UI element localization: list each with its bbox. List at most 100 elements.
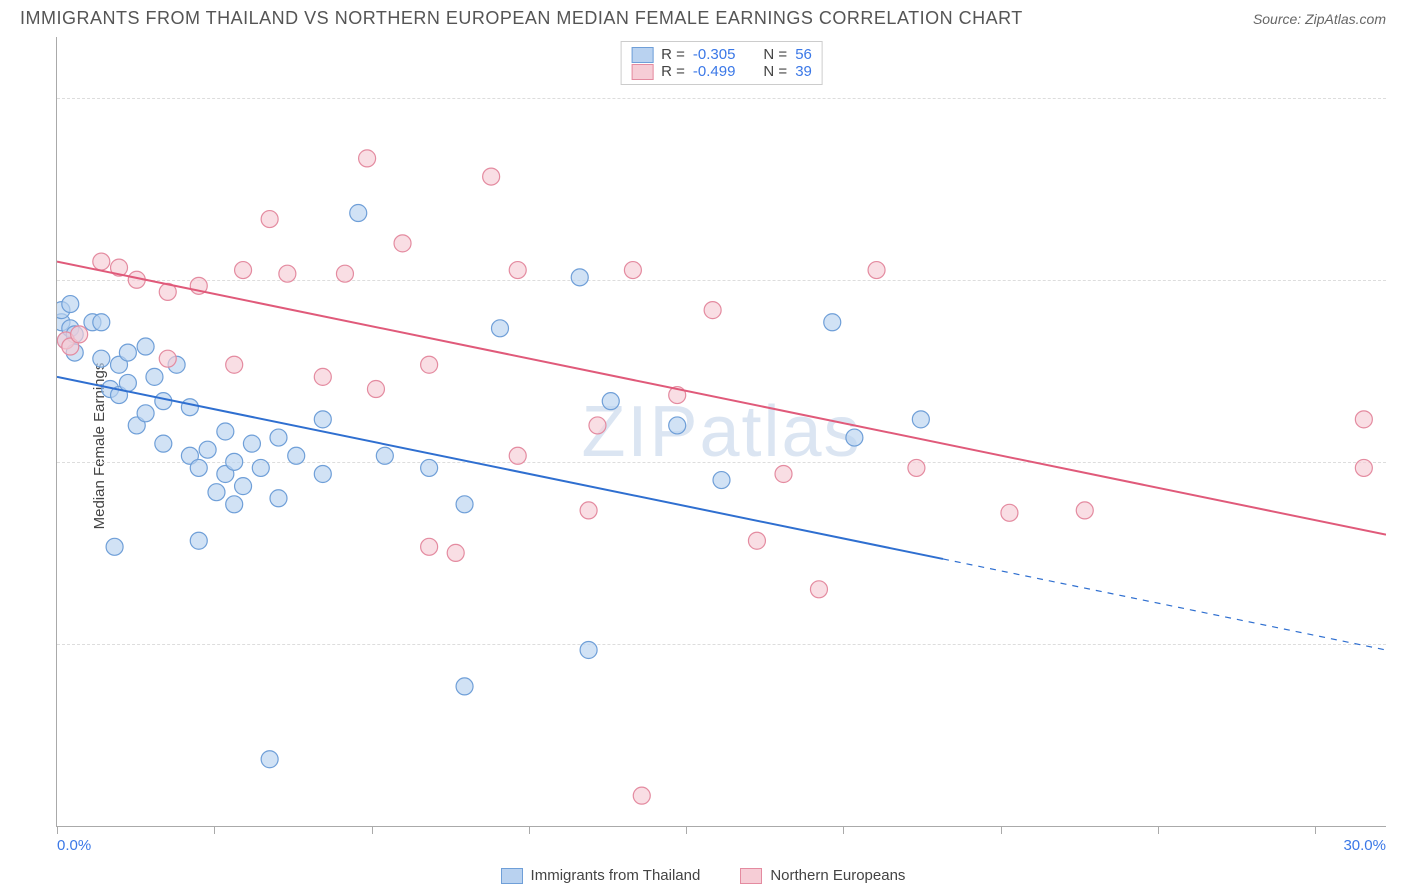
- legend-correlation-row: R =-0.499N =39: [631, 63, 812, 80]
- x-tick: [529, 826, 530, 834]
- data-point: [602, 393, 619, 410]
- data-point: [137, 405, 154, 422]
- legend-series-label: Northern Europeans: [770, 867, 905, 884]
- y-tick-label: $30,000: [1396, 453, 1406, 470]
- data-point: [367, 381, 384, 398]
- legend-n-label: N =: [763, 46, 787, 63]
- y-tick-label: $15,000: [1396, 635, 1406, 652]
- data-point: [1355, 459, 1372, 476]
- data-point: [106, 538, 123, 555]
- legend-n-value: 56: [795, 46, 812, 63]
- data-point: [824, 314, 841, 331]
- data-point: [270, 490, 287, 507]
- legend-n-value: 39: [795, 63, 812, 80]
- x-tick: [843, 826, 844, 834]
- data-point: [447, 544, 464, 561]
- data-point: [261, 751, 278, 768]
- data-point: [908, 459, 925, 476]
- chart-title: IMMIGRANTS FROM THAILAND VS NORTHERN EUR…: [20, 8, 1023, 29]
- data-point: [261, 211, 278, 228]
- y-tick-label: $45,000: [1396, 271, 1406, 288]
- regression-line-dashed: [943, 559, 1386, 650]
- data-point: [190, 459, 207, 476]
- data-point: [235, 478, 252, 495]
- data-point: [912, 411, 929, 428]
- data-point: [704, 302, 721, 319]
- data-point: [456, 496, 473, 513]
- legend-swatch: [501, 868, 523, 884]
- chart-area: ZIPatlas R =-0.305N =56R =-0.499N =39 $1…: [56, 37, 1386, 827]
- data-point: [235, 262, 252, 279]
- data-point: [199, 441, 216, 458]
- data-point: [336, 265, 353, 282]
- legend-r-label: R =: [661, 63, 685, 80]
- x-end-label: 30.0%: [1343, 837, 1386, 854]
- x-start-label: 0.0%: [57, 837, 91, 854]
- data-point: [93, 350, 110, 367]
- legend-series-item: Immigrants from Thailand: [501, 867, 701, 884]
- data-point: [580, 641, 597, 658]
- data-point: [226, 356, 243, 373]
- data-point: [456, 678, 473, 695]
- data-point: [589, 417, 606, 434]
- data-point: [71, 326, 88, 343]
- data-point: [190, 532, 207, 549]
- data-point: [846, 429, 863, 446]
- series-legend: Immigrants from Thailand Northern Europea…: [0, 867, 1406, 884]
- data-point: [279, 265, 296, 282]
- data-point: [226, 453, 243, 470]
- x-tick: [214, 826, 215, 834]
- data-point: [1355, 411, 1372, 428]
- data-point: [421, 356, 438, 373]
- data-point: [421, 459, 438, 476]
- data-point: [217, 423, 234, 440]
- data-point: [376, 447, 393, 464]
- legend-correlation-row: R = -0.305 N = 56: [631, 46, 812, 63]
- x-tick: [57, 826, 58, 834]
- data-point: [93, 314, 110, 331]
- data-point: [93, 253, 110, 270]
- data-point: [394, 235, 411, 252]
- data-point: [669, 417, 686, 434]
- data-point: [137, 338, 154, 355]
- data-point: [155, 393, 172, 410]
- data-point: [1001, 504, 1018, 521]
- legend-n-label: N =: [763, 63, 787, 80]
- data-point: [810, 581, 827, 598]
- source-attribution: Source: ZipAtlas.com: [1253, 11, 1386, 27]
- data-point: [314, 465, 331, 482]
- data-point: [314, 368, 331, 385]
- data-point: [288, 447, 305, 464]
- legend-swatch: [740, 868, 762, 884]
- data-point: [713, 472, 730, 489]
- data-point: [571, 269, 588, 286]
- data-point: [350, 205, 367, 222]
- regression-line: [57, 262, 1386, 535]
- source-label: Source:: [1253, 11, 1305, 27]
- data-point: [1076, 502, 1093, 519]
- correlation-legend: R =-0.305N =56R =-0.499N =39: [620, 41, 823, 85]
- legend-r-value: -0.305: [693, 46, 736, 63]
- data-point: [159, 350, 176, 367]
- data-point: [509, 447, 526, 464]
- x-tick: [686, 826, 687, 834]
- data-point: [155, 435, 172, 452]
- data-point: [270, 429, 287, 446]
- data-point: [868, 262, 885, 279]
- data-point: [624, 262, 641, 279]
- data-point: [421, 538, 438, 555]
- data-point: [226, 496, 243, 513]
- data-point: [208, 484, 225, 501]
- data-point: [181, 399, 198, 416]
- data-point: [243, 435, 260, 452]
- data-point: [119, 344, 136, 361]
- x-tick: [1315, 826, 1316, 834]
- data-point: [119, 374, 136, 391]
- legend-swatch: [631, 47, 653, 63]
- data-point: [580, 502, 597, 519]
- legend-r-label: R =: [661, 46, 685, 63]
- data-point: [359, 150, 376, 167]
- x-tick: [372, 826, 373, 834]
- x-tick: [1158, 826, 1159, 834]
- scatter-plot-svg: [57, 37, 1386, 826]
